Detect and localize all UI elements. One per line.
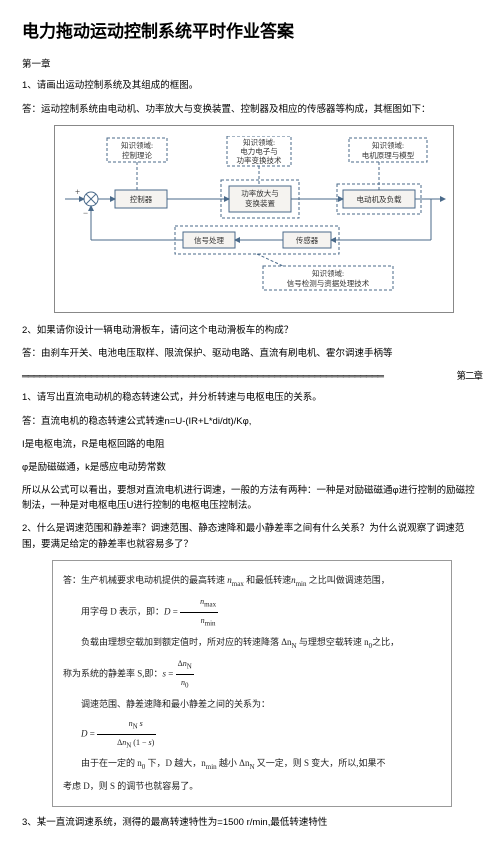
answer-3c: φ是励磁磁通，k是感应电动势常数 <box>22 460 482 475</box>
question-1: 1、请画出运动控制系统及其组成的框图。 <box>22 78 482 93</box>
separator: ════════════════════════════════════════… <box>22 369 482 384</box>
svg-text:变换装置: 变换装置 <box>245 198 275 208</box>
answer-3a: 答：直流电机的稳态转速公式转速n=U-(IR+L*di/dt)/Kφ, <box>22 414 482 429</box>
svg-text:控制理论: 控制理论 <box>122 150 152 160</box>
answer-2: 答：由刹车开关、电池电压取样、限流保护、驱动电路、直流有刷电机、霍尔调速手柄等 <box>22 346 482 361</box>
answer-3b: I是电枢电流，R是电枢回路的电阻 <box>22 437 482 452</box>
question-2: 2、如果请你设计一辆电动滑板车，请问这个电动滑板车的构成？ <box>22 323 482 338</box>
svg-text:电机原理与模型: 电机原理与模型 <box>362 150 415 160</box>
svg-text:知识领域:: 知识领域: <box>121 140 153 150</box>
svg-text:知识领域:: 知识领域: <box>243 137 275 147</box>
svg-text:信号检测与资据处理技术: 信号检测与资据处理技术 <box>287 278 370 288</box>
svg-text:传感器: 传感器 <box>296 235 319 245</box>
question-5: 3、某一直流调速系统，测得的最高转速特性为=1500 r/min,最低转速特性 <box>22 815 482 830</box>
svg-text:电动机及负载: 电动机及负载 <box>357 194 402 204</box>
svg-text:电力电子与: 电力电子与 <box>240 146 278 156</box>
chapter-1-label: 第一章 <box>22 57 482 72</box>
answer-3d: 所以从公式可以看出，要想对直流电机进行调速，一般的方法有两种：一种是对励磁磁通φ… <box>22 483 482 513</box>
svg-text:控制器: 控制器 <box>130 194 153 204</box>
svg-text:知识领域:: 知识领域: <box>372 140 404 150</box>
svg-text:+: + <box>75 187 80 197</box>
svg-text:信号处理: 信号处理 <box>194 235 224 245</box>
svg-text:知识领域:: 知识领域: <box>312 268 344 278</box>
page-title: 电力拖动运动控制系统平时作业答案 <box>22 18 482 45</box>
svg-text:功率放大与: 功率放大与 <box>241 188 279 198</box>
question-3: 1、请写出直流电动机的稳态转速公式，并分析转速与电枢电压的关系。 <box>22 390 482 405</box>
answer-1: 答：运动控制系统由电动机、功率放大与变换装置、控制器及相应的传感器等构成，其框图… <box>22 102 482 117</box>
svg-text:功率变换技术: 功率变换技术 <box>237 155 282 165</box>
question-4: 2、什么是调速范围和静差率？调速范围、静态速降和最小静差率之间有什么关系？为什么… <box>22 521 482 551</box>
math-line-3: 负载由理想空载加到额定值时，所对应的转速降落 ΔnN 与理想空载转速 n0之比， <box>63 634 441 653</box>
math-derivation: 答：生产机械要求电动机提供的最高转速 nmax 和最低转速nmin 之比叫做调速… <box>52 560 452 807</box>
svg-text:−: − <box>83 208 88 218</box>
block-diagram: 知识领域: 控制理论 知识领域: 电力电子与 功率变换技术 知识领域: 电机原理… <box>54 125 454 313</box>
